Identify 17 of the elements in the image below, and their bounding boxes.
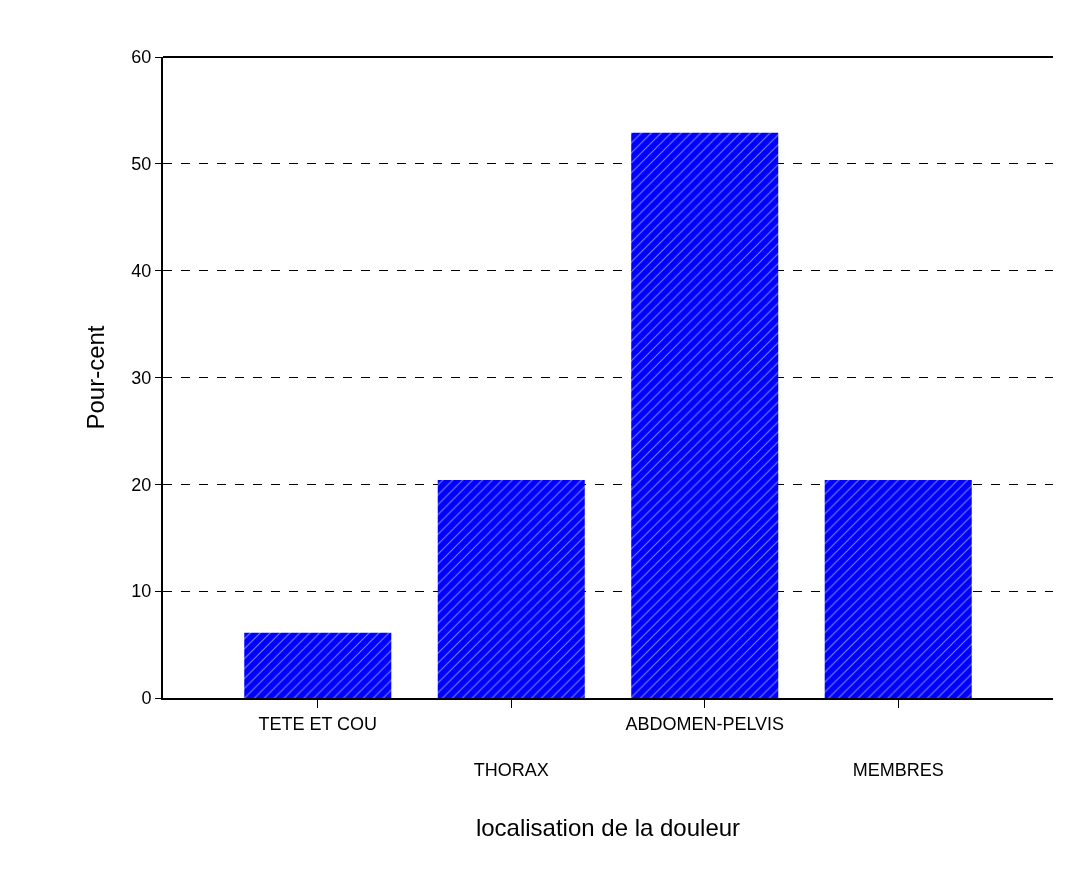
y-axis-title: Pour-cent	[81, 325, 109, 430]
bar	[824, 480, 972, 698]
y-tick-label: 10	[131, 581, 152, 602]
bar	[631, 132, 779, 698]
y-tick-label: 60	[131, 47, 152, 68]
y-tick-label: 50	[131, 154, 152, 175]
bar	[244, 632, 392, 698]
x-tick-label: TETE ET COU	[258, 713, 378, 734]
y-tick-label: 20	[131, 474, 152, 495]
x-tick-label: THORAX	[473, 760, 549, 781]
x-tick-label: MEMBRES	[852, 760, 944, 781]
y-tick-label: 0	[141, 688, 152, 709]
y-tick-label: 40	[131, 260, 152, 281]
x-axis-title: localisation de la douleur	[475, 814, 741, 842]
y-tick-label: 30	[131, 367, 152, 388]
x-tick-label: ABDOMEN-PELVIS	[625, 713, 785, 734]
bar	[437, 480, 585, 698]
